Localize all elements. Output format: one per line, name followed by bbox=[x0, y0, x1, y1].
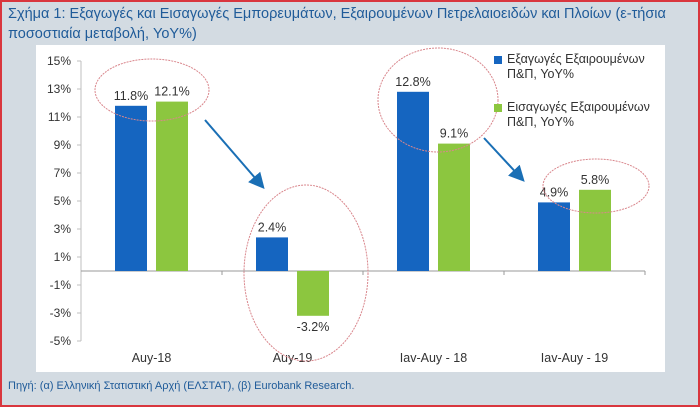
y-tick-label: 13% bbox=[47, 82, 71, 96]
data-label: -3.2% bbox=[297, 320, 330, 334]
highlight-ellipse bbox=[377, 47, 499, 153]
legend-item-exports: Εξαγωγές Εξαιρουμένων Π&Π, YoY% bbox=[494, 52, 684, 82]
x-tick-label: Iav-Auy - 19 bbox=[541, 351, 608, 365]
bar-exports bbox=[397, 91, 429, 271]
bar-imports bbox=[156, 101, 188, 271]
y-tick-label: 7% bbox=[54, 166, 72, 180]
data-label: 12.1% bbox=[154, 85, 189, 99]
y-tick-label: -3% bbox=[50, 306, 72, 320]
source-note: Πηγή: (α) Ελληνική Στατιστική Αρχή (ΕΛΣΤ… bbox=[8, 380, 355, 392]
legend-label-imports-line1: Εισαγωγές Εξαιρουμένων bbox=[507, 100, 650, 114]
x-tick-label: Auy-18 bbox=[132, 351, 172, 365]
x-tick-label: Auy-19 bbox=[273, 351, 313, 365]
highlight-ellipse bbox=[243, 184, 369, 362]
data-label: 12.8% bbox=[395, 75, 430, 89]
bar-imports bbox=[297, 271, 329, 316]
bar-exports bbox=[256, 237, 288, 271]
trend-arrow bbox=[204, 119, 265, 190]
legend: Εξαγωγές Εξαιρουμένων Π&Π, YoY% Εισαγωγέ… bbox=[494, 52, 684, 148]
bar-imports bbox=[579, 189, 611, 271]
data-label: 11.8% bbox=[114, 89, 149, 103]
legend-swatch-exports bbox=[494, 56, 502, 64]
y-tick-label: 3% bbox=[54, 222, 72, 236]
legend-label-exports-line1: Εξαγωγές Εξαιρουμένων bbox=[507, 52, 645, 66]
y-tick-label: 11% bbox=[48, 110, 71, 124]
legend-label-exports-line2: Π&Π, YoY% bbox=[507, 67, 574, 81]
bar-exports bbox=[538, 202, 570, 271]
data-label: 4.9% bbox=[540, 185, 569, 199]
y-tick-label: 15% bbox=[47, 54, 71, 68]
data-label: 5.8% bbox=[581, 173, 610, 187]
x-tick-label: Iav-Auy - 18 bbox=[400, 351, 467, 365]
legend-item-imports: Εισαγωγές Εξαιρουμένων Π&Π, YoY% bbox=[494, 100, 684, 130]
y-tick-label: 9% bbox=[54, 138, 72, 152]
data-label: 2.4% bbox=[258, 220, 287, 234]
bar-imports bbox=[438, 143, 470, 271]
y-tick-label: 1% bbox=[54, 250, 72, 264]
legend-swatch-imports bbox=[494, 104, 502, 112]
y-tick-label: -1% bbox=[50, 278, 72, 292]
highlight-ellipse bbox=[542, 158, 650, 214]
bar-exports bbox=[115, 105, 147, 271]
y-tick-label: 5% bbox=[54, 194, 72, 208]
data-label: 9.1% bbox=[440, 127, 469, 141]
highlight-ellipse bbox=[94, 58, 210, 122]
y-tick-label: -5% bbox=[50, 334, 72, 348]
trend-arrow bbox=[483, 137, 525, 182]
legend-label-imports-line2: Π&Π, YoY% bbox=[507, 115, 574, 129]
figure-title: Σχήμα 1: Εξαγωγές και Εισαγωγές Εμπορευμ… bbox=[8, 6, 666, 42]
